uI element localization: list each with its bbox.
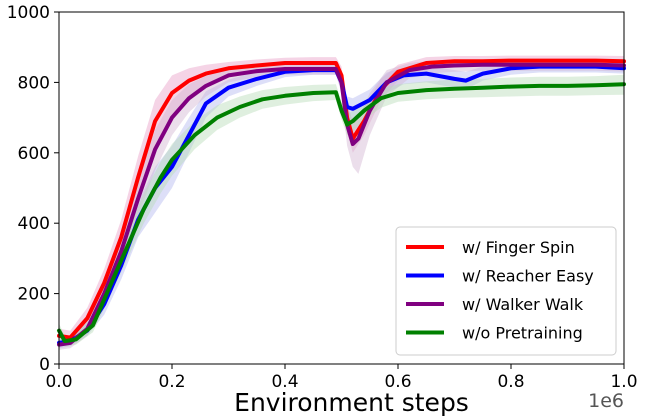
band-w-o-pretraining [59,74,624,347]
series-line-w-walker-walk [57,62,626,347]
y-tick-label: 800 [18,73,50,93]
y-tick-label: 600 [18,144,50,164]
plot-frame [58,11,625,365]
x-tick-label: 0.0 [45,372,72,392]
x-tick-label: 0.4 [271,372,298,392]
y-axis: 0 200 400 600 800 1000 [7,3,59,375]
y-tick-label: 1000 [7,3,50,23]
x-axis: 0.0 0.2 0.4 0.6 0.8 1.0 [45,364,638,392]
legend-box [395,226,617,356]
y-tick-label: 0 [39,355,50,375]
y-tick-label: 400 [18,214,50,234]
legend-label-w-reacher-easy: w/ Reacher Easy [462,267,594,286]
legend-label-w-walker-walk: w/ Walker Walk [462,295,584,314]
x-tick-label: 0.8 [497,372,524,392]
y-tick-label: 200 [18,285,50,305]
x-tick-label: 0.6 [384,372,411,392]
x-tick-label: 0.2 [158,372,185,392]
x-tick-label: 1.0 [610,372,637,392]
x-axis-label: Environment steps [234,388,469,417]
series-lines [57,58,626,347]
confidence-bands [59,55,624,350]
legend: w/ Finger Spin w/ Reacher Easy w/ Walker W… [395,226,617,356]
legend-label-w-o-pretraining: w/o Pretraining [462,324,583,343]
x-axis-scale-label: 1e6 [588,390,624,412]
series-line-w-o-pretraining [57,82,626,344]
legend-label-w-finger-spin: w/ Finger Spin [462,238,575,257]
series-line-w-finger-spin [57,58,626,340]
